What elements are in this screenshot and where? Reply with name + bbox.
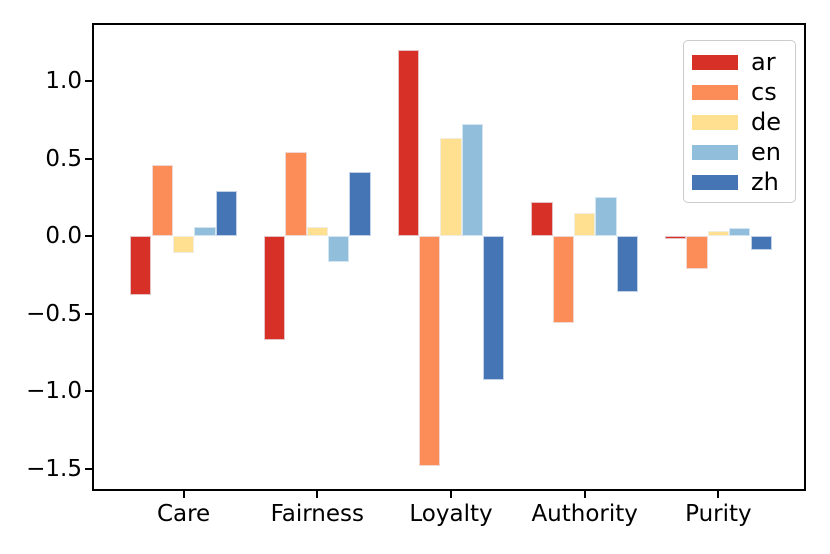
legend-swatch-de	[692, 114, 738, 130]
legend-item-zh: zh	[684, 167, 795, 197]
x-tick-mark	[717, 491, 720, 498]
bar-cs-fairness	[285, 152, 307, 237]
legend-item-de: de	[684, 107, 795, 137]
legend-label-de: de	[751, 108, 781, 136]
bar-ar-fairness	[263, 236, 286, 341]
legend-item-en: en	[684, 137, 795, 167]
x-tick-mark	[182, 491, 185, 498]
legend-item-ar: ar	[684, 47, 795, 77]
bar-en-loyalty	[461, 124, 484, 236]
bar-de-authority	[574, 212, 596, 237]
x-tick-mark	[450, 491, 452, 498]
y-tick-label: −0.5	[26, 300, 82, 327]
bar-zh-loyalty	[483, 236, 505, 381]
legend-label-en: en	[751, 138, 781, 166]
legend-label-ar: ar	[751, 48, 776, 76]
x-tick-mark	[316, 491, 319, 498]
bar-en-fairness	[328, 236, 350, 263]
x-tick-label-authority: Authority	[531, 501, 638, 527]
bar-en-care	[194, 226, 216, 236]
legend-swatch-cs	[692, 84, 738, 100]
legend-label-zh: zh	[751, 168, 779, 196]
bar-cs-loyalty	[418, 236, 441, 466]
bar-ar-authority	[531, 201, 553, 236]
bar-de-loyalty	[440, 138, 462, 237]
legend-label-cs: cs	[751, 78, 777, 106]
y-tick-label: 0.5	[45, 145, 82, 172]
bar-en-purity	[729, 228, 751, 237]
bar-cs-purity	[686, 236, 708, 269]
bar-ar-care	[130, 236, 152, 296]
x-tick-label-care: Care	[156, 501, 211, 527]
legend-swatch-ar	[692, 54, 738, 70]
y-tick-label: −1.0	[26, 378, 82, 405]
y-tick-mark	[85, 467, 92, 470]
bar-zh-fairness	[349, 172, 371, 236]
bar-ar-loyalty	[397, 49, 419, 236]
x-tick-label-fairness: Fairness	[270, 501, 364, 527]
bar-cs-care	[151, 164, 173, 237]
bar-de-purity	[707, 231, 730, 237]
bar-cs-authority	[552, 236, 574, 323]
y-tick-label: −1.5	[26, 455, 82, 482]
x-tick-mark	[583, 491, 586, 498]
legend: ar cs de en zh	[683, 40, 796, 203]
bar-ar-purity	[664, 236, 687, 240]
legend-swatch-zh	[692, 174, 738, 190]
legend-swatch-en	[692, 144, 738, 160]
legend-item-cs: cs	[684, 77, 795, 107]
bar-zh-purity	[750, 236, 772, 251]
bar-zh-care	[215, 191, 238, 236]
bar-en-authority	[595, 197, 617, 237]
bar-zh-authority	[616, 236, 639, 292]
y-tick-label: 1.0	[45, 67, 82, 94]
y-tick-label: 0.0	[45, 223, 82, 250]
bar-de-fairness	[306, 226, 328, 236]
y-tick-mark	[85, 157, 92, 160]
y-tick-mark	[85, 390, 92, 393]
y-tick-mark	[85, 79, 92, 82]
x-tick-label-purity: Purity	[685, 501, 752, 527]
bar-de-care	[172, 236, 195, 254]
x-tick-label-loyalty: Loyalty	[409, 501, 493, 527]
y-tick-mark	[85, 235, 92, 238]
y-tick-mark	[85, 312, 92, 315]
